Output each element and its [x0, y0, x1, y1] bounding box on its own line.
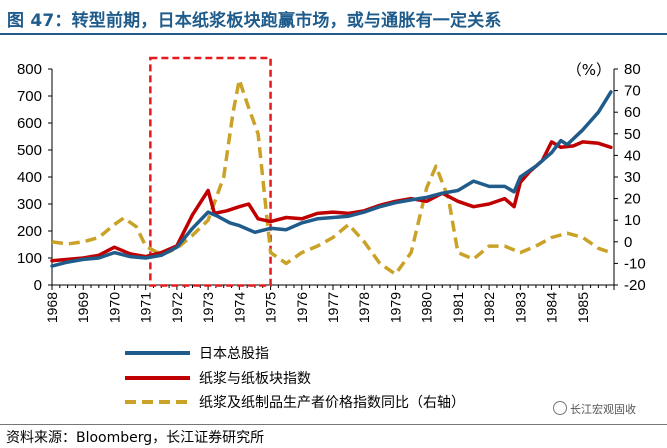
right-tick-label: 60	[624, 104, 641, 121]
left-tick-label: 400	[17, 169, 42, 186]
x-tick-label: 1978	[356, 292, 372, 323]
x-tick-label: 1971	[138, 292, 154, 323]
x-tick-label: 1981	[450, 292, 466, 323]
total-index-line	[50, 90, 613, 268]
x-tick-label: 1970	[106, 292, 122, 323]
right-tick-label: -20	[624, 277, 646, 294]
wechat-icon	[553, 401, 567, 415]
chart-axes: 0 100 200 300 400 500 600 700 800 -20 -10 0 10 20 30 40…	[17, 61, 646, 323]
legend-pulp-ppi-yoy-label: 纸浆及纸制品生产者价格指数同比（右轴）	[199, 395, 465, 411]
x-tick-label: 1982	[481, 292, 497, 323]
right-tick-label: 80	[624, 61, 641, 78]
x-tick-label: 1969	[75, 292, 91, 323]
x-tick-label: 1977	[325, 292, 341, 323]
x-tick-label: 1976	[294, 292, 310, 323]
right-tick-label: -10	[624, 255, 646, 272]
x-tick-label: 1980	[419, 292, 435, 323]
x-tick-label: 1984	[544, 292, 560, 323]
left-tick-label: 600	[17, 115, 42, 132]
left-tick-label: 800	[17, 61, 42, 78]
highlight-box	[149, 56, 272, 287]
right-axis-unit: （%）	[567, 61, 611, 79]
left-tick-label: 200	[17, 223, 42, 240]
left-tick-label: 700	[17, 88, 42, 105]
x-tick-label: 1974	[231, 292, 247, 323]
x-tick-label: 1972	[169, 292, 185, 323]
right-tick-label: 0	[624, 234, 632, 251]
right-tick-label: 10	[624, 212, 641, 229]
right-tick-label: 70	[624, 83, 641, 100]
series-layer	[50, 78, 613, 276]
x-tick-label: 1985	[575, 292, 591, 323]
x-tick-label: 1979	[387, 292, 403, 323]
right-tick-label: 40	[624, 147, 641, 164]
pulp-ppi-yoy-line	[51, 78, 612, 276]
x-tick-label: 1975	[263, 292, 279, 323]
footer-divider	[0, 424, 667, 425]
right-tick-label: 20	[624, 191, 641, 208]
x-tick-label: 1973	[200, 292, 216, 323]
pulp-paper-index-line	[50, 140, 613, 263]
source-note: 资料来源：Bloomberg，长江证券研究所	[6, 430, 265, 446]
left-tick-label: 100	[17, 250, 42, 267]
legend-total-index-label: 日本总股指	[199, 346, 269, 362]
legend-pulp-paper-index-label: 纸浆与纸板块指数	[199, 371, 311, 387]
page-title: 图 47：转型前期，日本纸浆板块跑赢市场，或与通胀有一定关系	[7, 11, 502, 31]
x-tick-label: 1983	[512, 292, 528, 323]
left-tick-label: 0	[34, 277, 42, 294]
right-tick-label: 30	[624, 169, 641, 186]
title-divider	[0, 33, 667, 35]
right-tick-label: 50	[624, 126, 641, 143]
watermark-text: 长江宏观固收	[570, 403, 636, 416]
left-tick-label: 300	[17, 196, 42, 213]
left-tick-label: 500	[17, 142, 42, 159]
x-tick-label: 1968	[44, 292, 60, 323]
highlight-region	[149, 56, 272, 287]
watermark: 长江宏观固收	[553, 401, 636, 417]
